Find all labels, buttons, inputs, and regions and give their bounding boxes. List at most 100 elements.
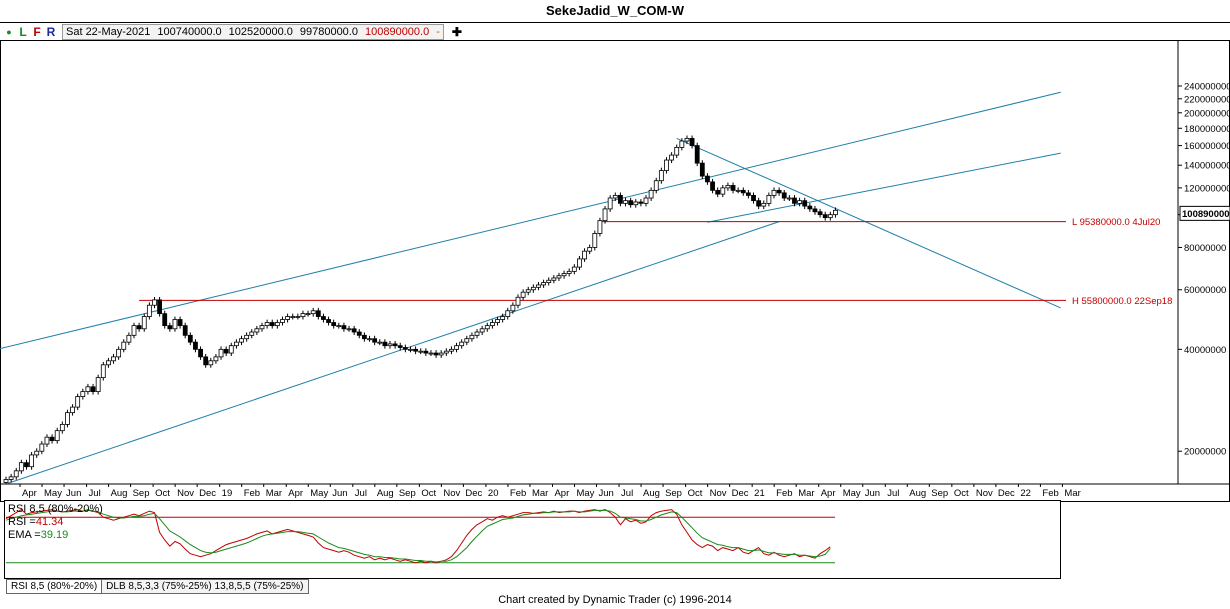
candle-body [679,140,685,148]
trendline-middle-channel [707,152,1061,223]
candle-body [95,377,101,393]
x-tick-label: Feb [510,488,526,499]
x-tick-label: 19 [222,488,233,499]
candle-body [776,189,782,194]
candle-body [449,348,454,352]
x-tick-label: Jul [621,488,633,499]
candle-body [802,200,808,207]
candle-body [59,424,65,432]
candle-body [761,202,767,207]
x-tick-label: May [576,488,594,499]
candle-body [822,214,828,219]
candle-body [233,341,239,347]
candle-body [648,189,654,199]
candle-body [479,328,485,333]
candle-body [264,322,270,327]
toggle-l[interactable]: L [19,25,27,39]
x-tick-label: May [44,488,62,499]
candle-body [295,316,301,318]
candle-body [172,319,178,330]
candle-body [612,195,618,199]
candle-body [259,325,265,330]
candle-body [121,341,127,350]
rsi-panel[interactable] [0,500,1230,580]
candle-body [397,345,403,348]
candle-body [725,185,731,189]
candle-body [817,211,823,216]
candle-body [392,343,398,347]
candle-body [315,310,321,317]
candle-body [39,443,45,452]
candle-body [510,304,516,312]
toggle-r[interactable]: R [46,25,56,39]
level-label: H 55800000.0 22Sep18 [1072,296,1172,307]
toggle-f[interactable]: F [33,25,41,39]
candle-body [310,310,316,315]
y-tick-label: 40000000 [1184,345,1226,356]
y-tick-label: 20000000 [1184,447,1226,458]
tab-rsi[interactable]: RSI 8,5 (80%-20%) [6,579,103,594]
readout-low: 99780000.0 [299,26,358,38]
y-tick-label: 240000000 [1184,81,1230,92]
candle-body [290,316,296,318]
trendline-lower-channel [5,221,780,484]
plot-area [0,91,1066,484]
x-tick-label: Jun [332,488,347,499]
candle-body [157,299,163,315]
candle-body [781,192,787,199]
candle-body [54,430,60,441]
candle-body [402,347,408,350]
candle-body [623,200,628,204]
candle-body [566,270,572,274]
y-tick-label: 140000000 [1184,161,1230,172]
x-tick-label: Feb [776,488,792,499]
candle-body [367,338,372,341]
x-tick-label: Aug [643,488,660,499]
readout-close: 100890000.0 [364,26,430,38]
candle-body [495,319,500,323]
toggle-dot[interactable]: ● [6,27,12,37]
candle-body [8,476,14,480]
candle-body [198,348,203,358]
candle-body [274,322,280,327]
candle-body [571,266,577,272]
price-chart[interactable]: 240000000 220000000 200000000 180000000 1600… [0,40,1230,502]
y-tick-label: 200000000 [1184,108,1230,119]
candle-body [29,454,35,468]
candle-body [827,214,833,219]
candle-body [653,180,659,191]
candle-body [541,282,546,286]
candle-body [505,310,511,317]
candle-body [715,189,721,195]
y-tick-label: 220000000 [1184,94,1230,105]
candle-body [254,328,260,333]
candle-body [305,313,311,316]
candle-body [577,258,582,268]
candle-body [546,279,552,283]
candle-body [341,325,347,330]
candle-body [525,289,531,293]
candle-body [469,334,475,340]
candle-body [551,277,557,281]
candle-body [618,195,623,204]
x-tick-label: Sep [931,488,948,499]
candle-body [658,170,664,182]
plus-icon[interactable]: ✚ [451,25,462,39]
candle-body [766,195,772,204]
candle-body [85,386,91,393]
x-tick-label: Dec [998,488,1015,499]
candle-body [90,386,96,393]
candle-body [438,352,444,356]
candle-body [321,316,326,320]
y-tick-label: 160000000 [1184,141,1230,152]
candle-body [643,197,649,204]
x-tick-label: Mar [266,488,282,499]
tab-dlb[interactable]: DLB 8,5,3,3 (75%-25%) 13,8,5,5 (75%-25%) [101,579,309,594]
candle-body [740,189,746,194]
candle-body [3,479,9,483]
candle-body [515,296,521,306]
rsi-legend: RSI 8,5 (80%-20%) RSI =41.34 EMA =39.19 [8,503,103,542]
candle-body [689,138,695,146]
candle-body [269,322,275,327]
candle-body [592,233,598,248]
